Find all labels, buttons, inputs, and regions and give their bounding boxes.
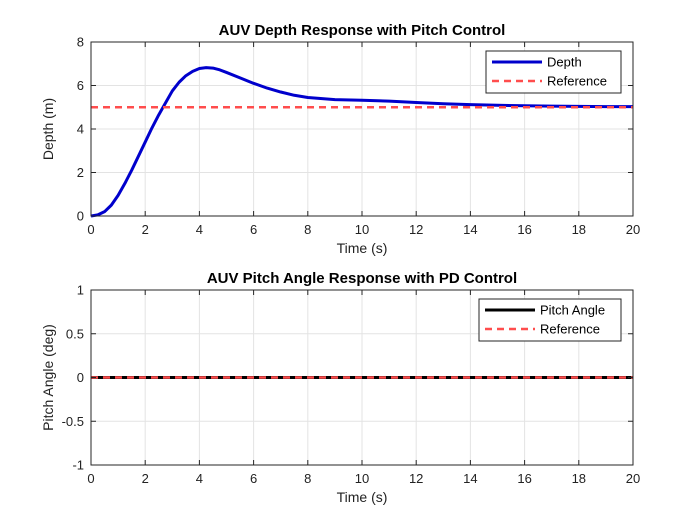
x-tick-label: 18 xyxy=(572,471,586,486)
x-tick-label: 0 xyxy=(87,222,94,237)
x-tick-label: 8 xyxy=(304,222,311,237)
x-tick-label: 12 xyxy=(409,471,423,486)
y-axis-label: Depth (m) xyxy=(40,98,56,160)
chart-1: 0 2 4 6 8 10 12 14 16 18 20 0 2 4 6 8 AUV Depth Response… xyxy=(40,22,640,256)
x-tick-label: 16 xyxy=(517,222,531,237)
chart-2: 0 2 4 6 8 10 12 14 16 18 20 -1 -0.5 0 0.5 1 AUV Pitch An… xyxy=(40,270,640,505)
x-tick-label: 6 xyxy=(250,471,257,486)
x-axis-label: Time (s) xyxy=(337,489,388,505)
legend-entry: Pitch Angle xyxy=(540,303,605,318)
x-tick-label: 16 xyxy=(517,471,531,486)
legend-box xyxy=(478,298,622,342)
y-tick-label: 1 xyxy=(77,283,84,298)
y-tick-label: 8 xyxy=(77,35,84,50)
x-tick-label: 2 xyxy=(142,471,149,486)
y-tick-label: 0 xyxy=(77,209,84,224)
x-tick-label: 4 xyxy=(196,222,203,237)
x-tick-label: 14 xyxy=(463,471,477,486)
x-tick-label: 12 xyxy=(409,222,423,237)
x-tick-label: 8 xyxy=(304,471,311,486)
y-tick-label: 0 xyxy=(77,370,84,385)
y-tick-label: -0.5 xyxy=(62,414,84,429)
legend: Depth Reference xyxy=(485,50,622,94)
x-tick-label: 10 xyxy=(355,222,369,237)
x-tick-label: 2 xyxy=(142,222,149,237)
y-tick-label: 6 xyxy=(77,78,84,93)
y-axis-label: Pitch Angle (deg) xyxy=(40,324,56,431)
y-tick-label: 2 xyxy=(77,165,84,180)
chart-title: AUV Depth Response with Pitch Control xyxy=(219,22,506,39)
x-tick-label: 6 xyxy=(250,222,257,237)
x-tick-label: 20 xyxy=(626,222,640,237)
x-axis-label: Time (s) xyxy=(337,240,388,256)
x-tick-label: 0 xyxy=(87,471,94,486)
y-tick-label: 0.5 xyxy=(66,326,84,341)
legend-entry: Reference xyxy=(540,322,600,337)
y-tick-label: 4 xyxy=(77,122,84,137)
legend-entry: Reference xyxy=(547,74,607,89)
legend: Pitch Angle Reference xyxy=(478,298,622,342)
x-tick-label: 18 xyxy=(572,222,586,237)
y-tick-label: -1 xyxy=(72,458,84,473)
chart-title: AUV Pitch Angle Response with PD Control xyxy=(207,270,517,287)
series-line-depth xyxy=(91,66,633,218)
legend-box xyxy=(485,50,622,94)
x-tick-label: 10 xyxy=(355,471,369,486)
x-tick-label: 14 xyxy=(463,222,477,237)
x-tick-label: 20 xyxy=(626,471,640,486)
x-tick-label: 4 xyxy=(196,471,203,486)
legend-entry: Depth xyxy=(547,55,582,70)
